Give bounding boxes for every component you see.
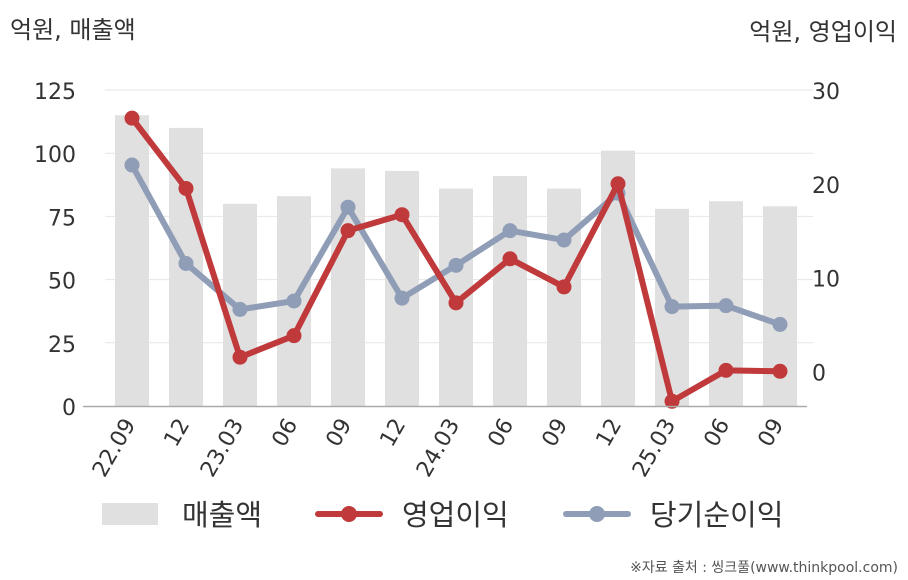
x-tick-label: 12	[376, 415, 412, 452]
revenue-bar	[493, 175, 527, 406]
x-tick-label: 12	[160, 415, 196, 452]
right-tick-label: 30	[812, 80, 840, 105]
x-tick-label: 09	[754, 415, 790, 452]
legend-marker-operating-profit	[341, 506, 357, 522]
x-tick-label: 24.03	[412, 415, 465, 482]
net-income-point	[448, 257, 464, 273]
legend-label-operating-profit: 영업이익	[402, 498, 509, 532]
net-income-point	[556, 232, 572, 248]
net-income-point	[718, 298, 734, 314]
net-income-point	[178, 255, 194, 271]
operating-profit-point	[124, 110, 140, 126]
net-income-point	[286, 293, 302, 309]
net-income-point	[124, 157, 140, 173]
net-income-point	[394, 290, 410, 306]
x-tick-label: 23.03	[196, 415, 249, 482]
legend: 매출액 영업이익 당기순이익	[102, 498, 783, 532]
left-tick-label: 100	[34, 143, 76, 168]
source-note: ※자료 출처 : 씽크풀(www.thinkpool.com)	[630, 560, 898, 576]
operating-profit-point	[232, 349, 248, 365]
left-axis-label: 억원, 매출액	[10, 16, 136, 44]
right-tick-label: 10	[812, 268, 840, 293]
x-tick-label: 06	[700, 415, 736, 452]
net-income-point	[232, 301, 248, 317]
operating-profit-point	[448, 295, 464, 311]
x-tick-label: 06	[484, 415, 520, 452]
revenue-bar	[547, 188, 581, 406]
right-axis-label: 억원, 영업이익	[749, 18, 897, 46]
net-income-point	[772, 316, 788, 332]
x-tick-label: 09	[538, 415, 574, 452]
x-tick-label: 06	[268, 415, 304, 452]
operating-profit-point	[502, 251, 518, 267]
right-tick-label: 0	[812, 361, 826, 386]
x-tick-label: 09	[322, 415, 358, 452]
operating-profit-point	[394, 207, 410, 223]
x-tick-label: 25.03	[628, 415, 681, 482]
operating-profit-point	[340, 223, 356, 239]
legend-swatch-revenue	[102, 503, 158, 525]
left-tick-label: 125	[34, 80, 76, 105]
legend-label-net-income: 당기순이익	[650, 498, 783, 532]
operating-profit-point	[286, 328, 302, 344]
net-income-point	[502, 223, 518, 239]
operating-profit-point	[556, 279, 572, 295]
operating-profit-point	[610, 176, 626, 192]
left-tick-label: 50	[48, 270, 76, 295]
net-income-point	[340, 199, 356, 215]
legend-label-revenue: 매출액	[182, 498, 262, 532]
operating-profit-point	[664, 393, 680, 409]
line-series	[124, 110, 788, 409]
left-tick-label: 0	[62, 396, 76, 421]
left-tick-label: 25	[48, 333, 76, 358]
net-income-point	[664, 299, 680, 315]
x-tick-label: 22.09	[88, 415, 141, 482]
legend-marker-net-income	[589, 506, 605, 522]
left-tick-label: 75	[48, 206, 76, 231]
operating-profit-point	[772, 363, 788, 379]
right-tick-label: 20	[812, 174, 840, 199]
operating-profit-point	[178, 180, 194, 196]
x-tick-label: 12	[592, 415, 628, 452]
operating-profit-point	[718, 362, 734, 378]
